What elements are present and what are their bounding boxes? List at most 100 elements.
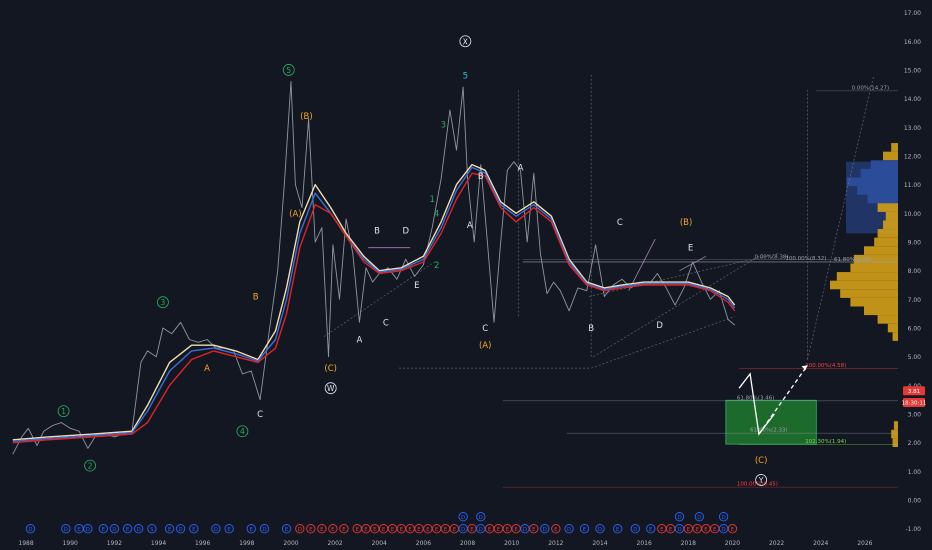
- wave-label: D: [402, 227, 409, 237]
- ma-mid-line: [12, 166, 736, 442]
- price-badge-bg: [903, 398, 925, 408]
- channel-lines: [323, 72, 875, 369]
- volume-profile-bar: [883, 151, 898, 161]
- volume-profile: [830, 143, 898, 447]
- wave-label: 1: [430, 195, 435, 205]
- y-tick-label: -1.00: [905, 526, 921, 533]
- event-marker-label: D: [298, 527, 302, 533]
- wave-label-circle: [236, 425, 249, 438]
- event-marker: [529, 524, 539, 534]
- price-line: [12, 80, 735, 455]
- event-marker-label: E: [453, 527, 457, 533]
- wave-label: (C): [324, 364, 337, 374]
- y-tick-label: 2.00: [908, 440, 922, 447]
- projection-dashed-path: [758, 364, 809, 435]
- event-marker-label: E: [249, 527, 253, 533]
- y-tick-label: 8.00: [908, 268, 922, 275]
- event-marker-label: E: [192, 527, 196, 533]
- price-layer: [12, 80, 735, 455]
- event-marker-label: D: [64, 527, 68, 533]
- fib-level-label: 61.80%(2.33): [750, 428, 788, 434]
- target-zone: [725, 399, 817, 445]
- price-badge-bg: [903, 386, 925, 396]
- channel-line: [591, 316, 735, 369]
- wave-label: A: [204, 364, 210, 374]
- channel-line: [807, 75, 875, 360]
- event-marker-label: D: [112, 527, 116, 533]
- event-marker-label: D: [86, 527, 90, 533]
- volume-profile-bar: [891, 429, 898, 439]
- volume-profile-bar: [836, 272, 898, 281]
- event-marker: [134, 524, 144, 534]
- volume-profile-bar: [847, 177, 898, 187]
- wave-label: E: [688, 244, 693, 254]
- event-marker-label: E: [731, 527, 735, 533]
- event-marker-label: E: [320, 527, 324, 533]
- event-marker-label: E: [444, 527, 448, 533]
- event-marker-label: D: [479, 527, 483, 533]
- ma-fast-line: [12, 163, 736, 441]
- event-marker-label: E: [355, 527, 359, 533]
- wave-label-circle: [459, 35, 472, 48]
- fib-level-label: 0.00%(14.27): [852, 85, 890, 91]
- volume-profile-bar: [830, 280, 898, 290]
- volume-profile-bar: [870, 160, 898, 169]
- wave-label: B: [253, 292, 259, 302]
- wave-label-circle: [324, 382, 337, 395]
- event-marker: [147, 524, 157, 534]
- event-marker: [122, 524, 133, 534]
- projection-arrowhead: [801, 365, 808, 371]
- event-marker-label: D: [721, 527, 725, 533]
- dividend-marker-label: D: [721, 515, 725, 521]
- dividend-marker: [718, 512, 729, 522]
- event-marker: [646, 524, 656, 534]
- event-marker-label: E: [616, 527, 620, 533]
- y-tick-label: 5.00: [908, 354, 922, 361]
- wave-label: B: [588, 324, 594, 334]
- y-tick-label: 7.00: [908, 297, 922, 304]
- event-marker-label: D: [262, 527, 266, 533]
- wave-label: 3: [161, 298, 166, 307]
- event-marker: [564, 524, 574, 534]
- fib-level-label: 61.80%(3.46): [737, 395, 775, 401]
- x-tick-label: 1994: [151, 540, 166, 547]
- event-marker: [98, 524, 108, 534]
- x-tick-label: 2012: [548, 540, 563, 547]
- wave-label: B: [374, 227, 380, 237]
- x-tick-label: 1996: [195, 540, 210, 547]
- wave-label: C: [482, 324, 488, 334]
- volume-profile-bar: [850, 263, 898, 273]
- wave-label: (B): [680, 218, 692, 228]
- volume-profile-bar: [877, 229, 898, 238]
- wave-label: A: [518, 163, 524, 173]
- fib-level-label: 61.80%(8.28): [834, 257, 872, 263]
- wave-label: 4: [434, 209, 439, 219]
- dividend-marker: [476, 512, 486, 522]
- event-marker: [328, 524, 338, 534]
- event-marker-label: D: [677, 527, 681, 533]
- x-tick-label: 2018: [681, 540, 696, 547]
- wave-label: (A): [289, 209, 301, 219]
- wave-label: 4: [240, 427, 245, 436]
- y-tick-label: 15.00: [904, 67, 921, 74]
- event-marker-label: E: [426, 527, 430, 533]
- event-marker-label: E: [342, 527, 346, 533]
- y-tick-label: 13.00: [904, 125, 921, 132]
- event-marker: [281, 524, 292, 534]
- y-tick-label: 16.00: [904, 39, 921, 46]
- y-axis: 17.00 16.00 15.00 14.00 13.00 12.00 11.00 10.00…: [904, 10, 921, 533]
- event-marker: [630, 524, 640, 534]
- event-marker-label: E: [382, 527, 386, 533]
- y-tick-label: 0.00: [908, 498, 922, 505]
- event-marker: [164, 524, 175, 534]
- volume-profile-bar: [857, 186, 898, 195]
- x-axis: 1988 1990 1992 1994 1996 1998 2000 2002 2004 2006…: [18, 540, 872, 547]
- event-marker-label: E: [391, 527, 395, 533]
- wave-label: D: [656, 321, 663, 331]
- event-marker-label: E: [497, 527, 501, 533]
- y-tick-label: 14.00: [904, 96, 921, 103]
- wave-label: 1: [61, 407, 66, 416]
- event-marker: [613, 524, 623, 534]
- dividend-marker-label: D: [677, 515, 681, 521]
